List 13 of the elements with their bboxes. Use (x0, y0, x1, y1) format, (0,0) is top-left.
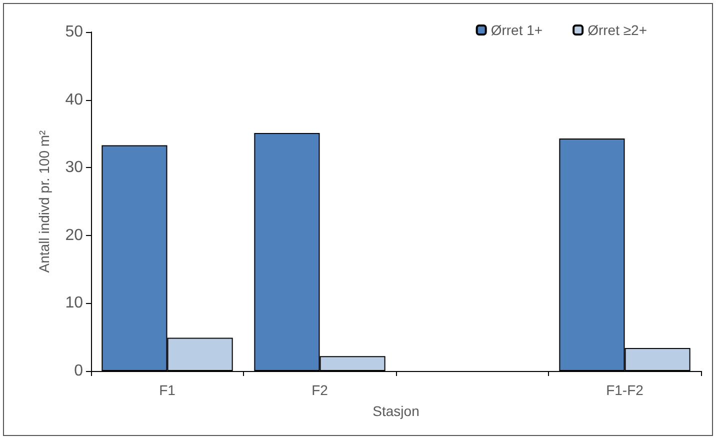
x-axis-title: Stasjon (372, 403, 420, 419)
legend-label: Ørret ≥2+ (588, 22, 648, 38)
y-tick-label: 20 (65, 226, 84, 244)
x-tick-label: F1 (159, 382, 176, 398)
y-axis-title: Antall indivd pr. 100 m² (36, 130, 52, 273)
y-tick-label: 40 (65, 91, 84, 108)
x-tick-label: F1-F2 (606, 382, 644, 398)
x-tick-label: F2 (312, 382, 328, 398)
y-tick-label: 0 (74, 362, 84, 380)
legend-label: Ørret 1+ (490, 22, 543, 38)
y-tick-label: 30 (65, 159, 84, 176)
y-tick-label: 10 (65, 294, 84, 312)
y-tick-label: 50 (65, 24, 84, 40)
